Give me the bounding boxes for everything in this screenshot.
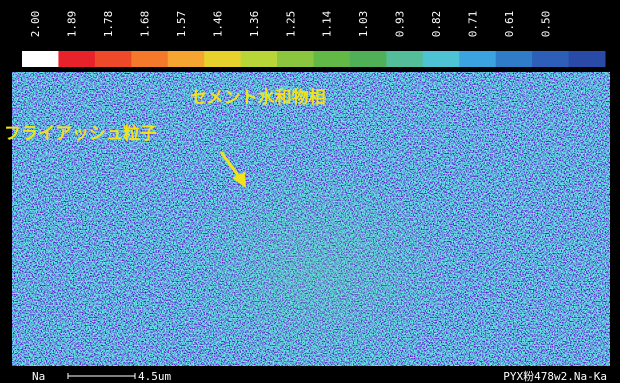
scale-swatch	[496, 51, 533, 67]
scale-label: 1.46	[211, 11, 224, 38]
scale-label: 0.82	[430, 11, 443, 38]
scale-swatch	[168, 51, 205, 67]
scale-label: 1.14	[321, 10, 334, 37]
sample-label: PYX粉478w2.Na-Ka	[503, 370, 607, 383]
scale-swatch	[314, 51, 351, 67]
scale-swatch	[459, 51, 496, 67]
scale-label: 1.25	[284, 11, 297, 38]
scale-swatch	[241, 51, 278, 67]
scale-label: 1.78	[102, 11, 115, 38]
scale-label: 1.36	[248, 11, 261, 38]
scale-label: 1.68	[139, 11, 152, 38]
scale-swatch	[532, 51, 569, 67]
scale-swatch	[22, 51, 59, 67]
annotation-phase: セメント水和物相	[190, 87, 326, 108]
scale-label: 0.61	[503, 11, 516, 38]
particle-region	[180, 160, 460, 380]
scale-swatch	[204, 51, 241, 67]
scale-label: 1.57	[175, 11, 188, 38]
scale-label: 2.00	[29, 11, 42, 38]
scale-swatch	[277, 51, 314, 67]
scale-swatch	[58, 51, 95, 67]
scale-swatch	[569, 51, 606, 67]
scale-swatch	[95, 51, 132, 67]
scale-label: 1.89	[66, 11, 79, 38]
scale-swatch	[423, 51, 460, 67]
scale-swatch	[131, 51, 168, 67]
scale-label: 0.71	[466, 11, 479, 38]
scale-swatch	[350, 51, 387, 67]
scale-label: 0.93	[394, 11, 407, 38]
annotation-particle: フライアッシュ粒子	[4, 123, 157, 144]
scale-label: 1.03	[357, 11, 370, 38]
scale-swatch	[386, 51, 423, 67]
scale-label: 0.50	[539, 11, 552, 38]
element-label: Na	[32, 370, 45, 383]
element-map-screen: 2.00 1.89 1.78 1.68 1.57 1.46 1.36 1.25 1.14 1.03…	[0, 0, 620, 383]
scale-bar-label: 4.5um	[138, 370, 171, 383]
